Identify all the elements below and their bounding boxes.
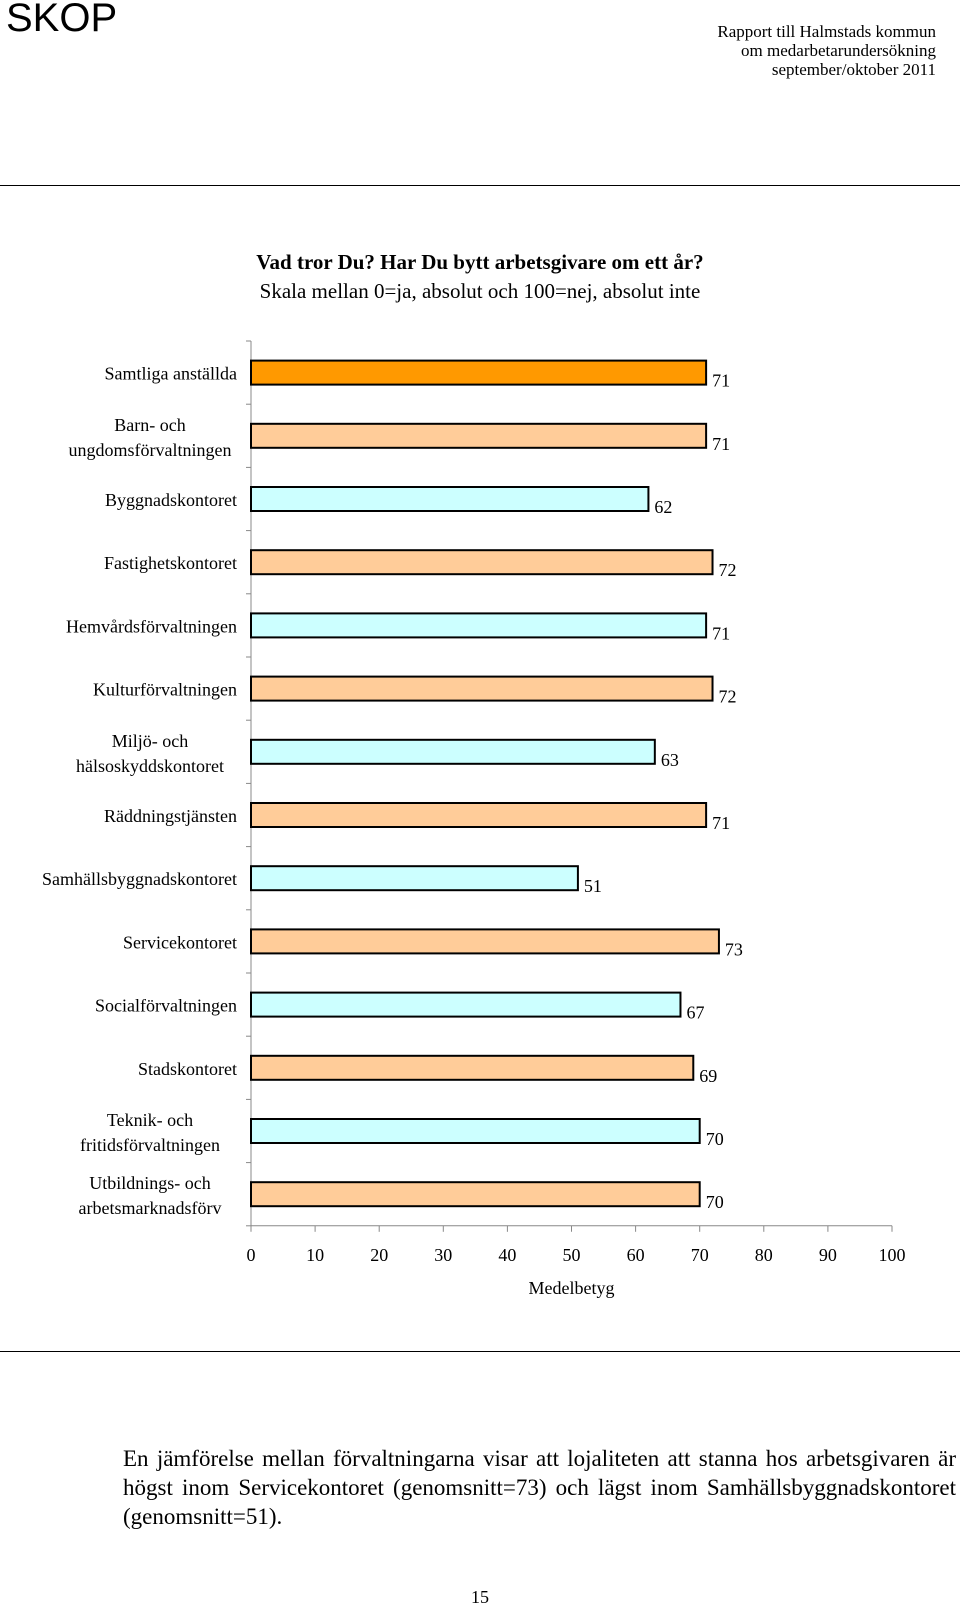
skop-logo: SKOP	[6, 0, 118, 40]
data-label: 71	[712, 371, 730, 391]
x-tick-label: 20	[370, 1245, 388, 1265]
category-label: Räddningstjänsten	[104, 806, 237, 826]
report-line-3: september/oktober 2011	[771, 60, 936, 79]
category-label: Servicekontoret	[123, 932, 237, 952]
bar	[250, 359, 708, 386]
x-tick-label: 0	[247, 1245, 256, 1265]
data-label: 51	[584, 876, 602, 896]
x-tick-label: 30	[434, 1245, 452, 1265]
x-tick-label: 90	[819, 1245, 837, 1265]
x-tick-label: 80	[755, 1245, 773, 1265]
category-label: Teknik- och	[107, 1110, 193, 1130]
data-label: 70	[706, 1129, 724, 1149]
report-line-2: om medarbetarundersökning	[741, 41, 936, 60]
category-label: Socialförvaltningen	[95, 996, 237, 1016]
category-label: hälsoskyddskontoret	[76, 756, 224, 776]
data-label: 69	[699, 1066, 717, 1086]
x-tick-label: 60	[627, 1245, 645, 1265]
category-label: arbetsmarknadsförv	[79, 1198, 222, 1218]
x-tick-label: 10	[306, 1245, 324, 1265]
bar	[250, 802, 708, 828]
category-label: Fastighetskontoret	[104, 553, 237, 573]
category-label: Samhällsbyggnadskontoret	[42, 869, 237, 889]
category-label: Barn- och	[114, 415, 185, 435]
bar-chart: 0 10 20 30 40 50 60 70 80 90 100 Medelbetyg 71 Samtli…	[42, 340, 906, 1298]
category-label: Hemvårdsförvaltningen	[66, 616, 237, 636]
x-axis-label: Medelbetyg	[529, 1278, 615, 1298]
footer-divider	[0, 1351, 960, 1352]
bar	[250, 612, 708, 639]
bar	[250, 865, 579, 892]
body-paragraph: En jämförelse mellan förvaltningarna vis…	[123, 1446, 956, 1529]
chart-title: Vad tror Du? Har Du bytt arbetsgivare om…	[256, 250, 704, 274]
report-info: Rapport till Halmstads kommun om medarbe…	[717, 22, 936, 79]
x-tick-label: 50	[563, 1245, 581, 1265]
category-label: Samtliga anställda	[105, 364, 237, 384]
bar	[250, 738, 656, 765]
bar	[250, 675, 714, 702]
category-label: fritidsförvaltningen	[80, 1135, 220, 1155]
data-label: 71	[712, 813, 730, 833]
category-label: Stadskontoret	[138, 1059, 237, 1079]
bar	[250, 486, 650, 512]
data-label: 63	[661, 750, 679, 770]
data-label: 67	[686, 1003, 704, 1023]
category-label: Miljö- och	[112, 731, 189, 751]
category-label: Byggnadskontoret	[105, 490, 237, 510]
bar	[250, 1118, 701, 1144]
bar	[250, 991, 682, 1018]
category-label: ungdomsförvaltningen	[69, 440, 232, 460]
x-tick-label: 100	[879, 1245, 906, 1265]
report-line-1: Rapport till Halmstads kommun	[717, 22, 936, 41]
chart-subtitle: Skala mellan 0=ja, absolut och 100=nej, …	[259, 279, 701, 303]
data-label: 73	[725, 939, 743, 959]
page-number: 15	[471, 1587, 489, 1607]
header-divider	[0, 185, 960, 186]
category-label: Kulturförvaltningen	[93, 680, 237, 700]
data-label: 72	[719, 687, 737, 707]
bar	[250, 928, 720, 955]
data-label: 62	[654, 497, 672, 517]
category-label: Utbildnings- och	[89, 1173, 211, 1193]
bar	[250, 422, 708, 449]
data-label: 71	[712, 623, 730, 643]
data-label: 71	[712, 434, 730, 454]
x-tick-label: 40	[498, 1245, 516, 1265]
bar	[250, 1054, 695, 1081]
x-tick-label: 70	[691, 1245, 709, 1265]
data-label: 72	[719, 560, 737, 580]
data-label: 70	[706, 1192, 724, 1212]
bar	[250, 1181, 701, 1208]
bar	[250, 549, 714, 576]
